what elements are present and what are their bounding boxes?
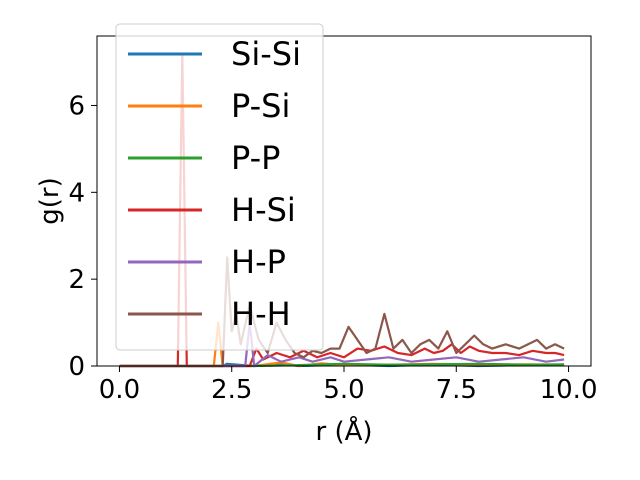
legend-label-si-si: Si-Si	[231, 35, 301, 73]
y-tick-label: 0	[68, 352, 85, 382]
legend-label-p-si: P-Si	[231, 87, 290, 125]
legend-label-h-h: H-H	[231, 295, 291, 333]
y-tick-label: 2	[68, 265, 85, 295]
x-tick-label: 5.0	[323, 375, 364, 405]
legend: Si-Si P-Si P-P H-Si H-P H-H	[115, 23, 324, 351]
x-axis-ticks: 0.0 2.5 5.0 7.5 10.0	[99, 366, 598, 405]
series-line-h-p	[119, 321, 565, 368]
y-tick-label: 4	[68, 178, 85, 208]
x-tick-label: 10.0	[540, 375, 598, 405]
legend-label-h-p: H-P	[231, 243, 286, 281]
legend-label-p-p: P-P	[231, 139, 280, 177]
x-axis-label: r (Å)	[315, 415, 372, 447]
x-tick-label: 0.0	[99, 375, 140, 405]
y-tick-label: 6	[68, 91, 85, 121]
x-tick-label: 2.5	[211, 375, 252, 405]
legend-label-h-si: H-Si	[231, 191, 296, 229]
legend-items: Si-Si P-Si P-P H-Si H-P H-H	[128, 35, 301, 333]
y-axis-ticks: 0 2 4 6	[68, 91, 97, 382]
x-tick-label: 7.5	[436, 375, 477, 405]
y-axis-label: g(r)	[35, 177, 65, 224]
